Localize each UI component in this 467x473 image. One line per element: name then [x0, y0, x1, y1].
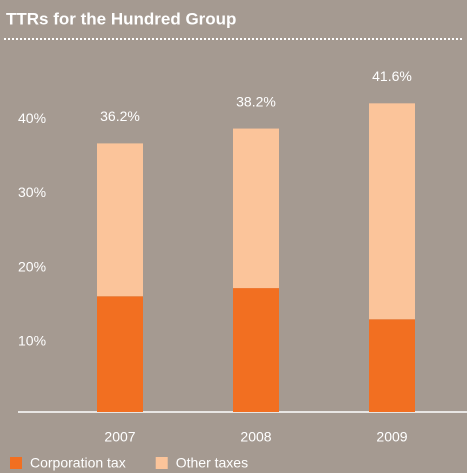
y-tick-label: 30%	[18, 184, 46, 200]
bar-segment	[369, 103, 415, 320]
bar-segment	[97, 143, 143, 297]
x-tick-label: 2008	[240, 429, 271, 445]
chart-title: TTRs for the Hundred Group	[6, 9, 236, 28]
legend-swatch	[155, 457, 168, 469]
bar-segment	[233, 288, 279, 412]
total-label: 41.6%	[372, 68, 412, 84]
x-tick-label: 2009	[376, 429, 407, 445]
total-label: 38.2%	[236, 93, 276, 109]
bar-segment	[233, 128, 279, 289]
y-tick-label: 40%	[18, 110, 46, 126]
legend-label: Corporation tax	[30, 455, 126, 471]
total-label: 36.2%	[100, 108, 140, 124]
y-tick-label: 20%	[18, 258, 46, 274]
legend-swatch	[10, 457, 22, 469]
x-tick-label: 2007	[104, 429, 135, 445]
legend-label: Other taxes	[176, 455, 248, 471]
bar-segment	[97, 296, 143, 412]
bar-segment	[369, 319, 415, 412]
y-tick-label: 10%	[18, 333, 46, 349]
